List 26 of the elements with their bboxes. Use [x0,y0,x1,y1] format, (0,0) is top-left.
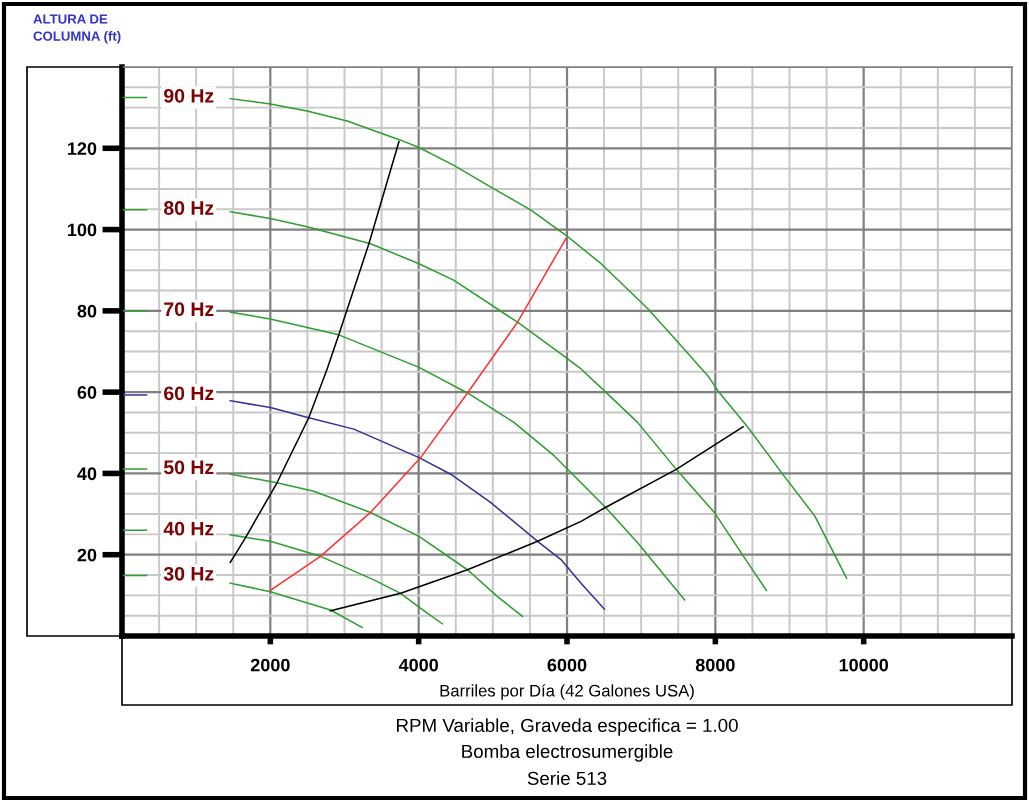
x-tick-label: 8000 [695,658,735,672]
y-axis-title: ALTURA DE COLUMNA (ft) [33,14,121,44]
series-label: 50 Hz [163,460,214,475]
series-label: 40 Hz [163,521,214,536]
x-tick-label: 6000 [547,658,587,672]
y-tick-label: 20 [77,548,97,562]
line-series [269,237,567,592]
line-series [229,141,400,564]
y-tick-label: 40 [77,467,97,481]
y-tick-label: 60 [77,386,97,399]
x-tick-label: 10000 [839,658,889,672]
y-tick-label: 80 [77,304,97,318]
series-label: 30 Hz [163,566,214,581]
series-label: 70 Hz [164,302,214,317]
y-tick-label: 120 [68,142,97,156]
x-tick-label: 2000 [250,658,290,672]
text: Bomba electrosumergible [462,744,673,762]
x-axis-title: Barriles por Día (42 Galones USA) [440,684,694,700]
text: Serie 513 [527,771,607,786]
series-label: 90 Hz [164,88,214,103]
x-tick-label: 4000 [398,658,439,672]
series-label: 80 Hz [163,201,214,215]
line-series [329,425,744,612]
series-label: 60 Hz [164,386,214,401]
text: RPM Variable, Graveda especifica = 1.00 [397,718,738,736]
y-tick-label: 100 [68,223,97,237]
